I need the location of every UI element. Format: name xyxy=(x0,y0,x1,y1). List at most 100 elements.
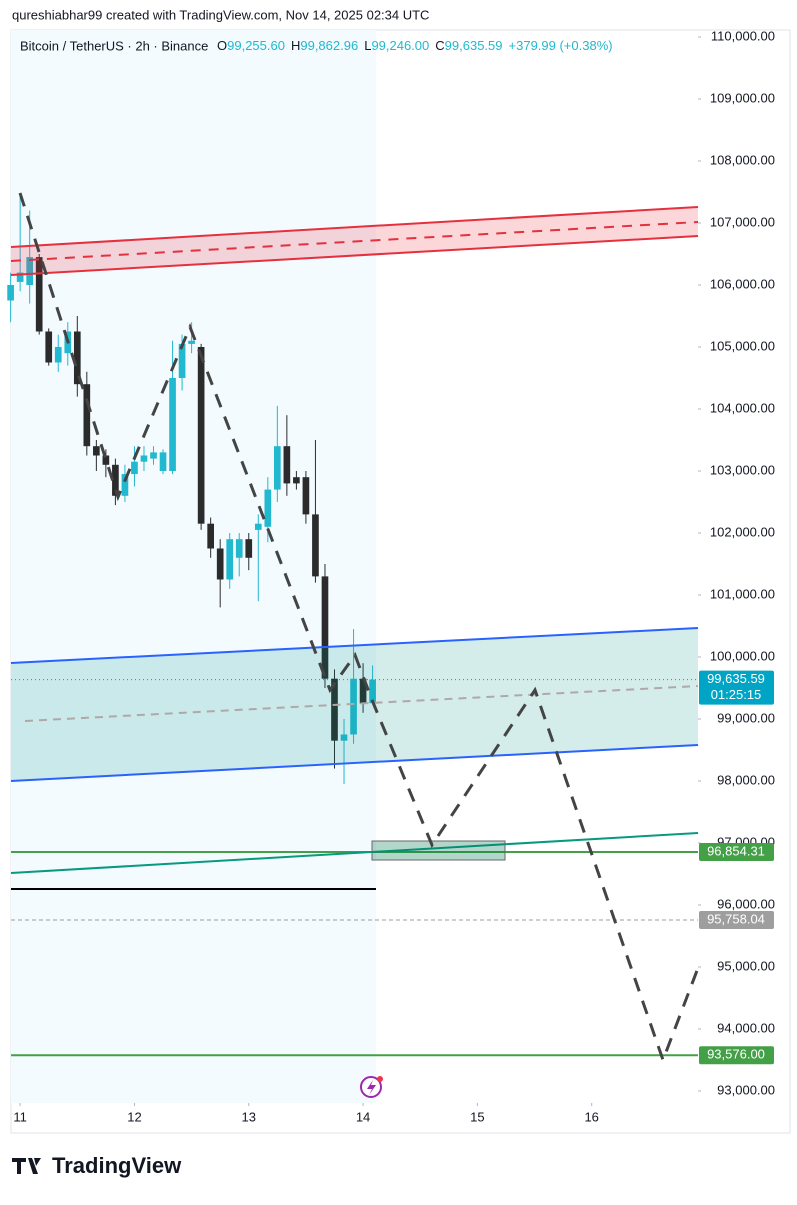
y-tick-label: 109,000.00 xyxy=(710,90,775,105)
y-tick-label: 93,000.00 xyxy=(717,1082,775,1097)
x-tick-label: 12 xyxy=(127,1109,141,1124)
candle-body xyxy=(264,489,272,527)
price-label-box xyxy=(699,1046,774,1065)
candle-body xyxy=(35,257,43,332)
candle-body xyxy=(26,257,33,285)
candle-body xyxy=(140,455,148,462)
y-tick-label: 105,000.00 xyxy=(710,338,775,353)
zone-edge xyxy=(10,235,699,276)
y-tick-label: 107,000.00 xyxy=(710,214,775,229)
y-tick-label: 102,000.00 xyxy=(710,524,775,539)
candle-body xyxy=(121,474,129,496)
header: qureshiabhar99 created with TradingView.… xyxy=(12,7,429,22)
y-tick-label: 101,000.00 xyxy=(710,586,775,601)
channel-edge xyxy=(10,744,699,782)
channel-mid xyxy=(24,685,699,722)
candle-body xyxy=(293,477,300,484)
candle-body xyxy=(83,384,91,447)
candle-body xyxy=(226,539,234,580)
candle-body xyxy=(302,477,310,515)
candle-body xyxy=(235,539,243,558)
event-dot xyxy=(377,1076,383,1082)
y-tick-label: 110,000.00 xyxy=(711,28,775,43)
candle-body xyxy=(245,539,253,558)
event-bolt xyxy=(367,1080,376,1095)
candle-body xyxy=(216,548,224,580)
price-label-box xyxy=(699,843,774,862)
candle-body xyxy=(312,514,319,577)
y-tick-label: 98,000.00 xyxy=(717,772,775,787)
footer-logo: TradingView xyxy=(52,1153,182,1178)
candle-body xyxy=(150,452,157,459)
price-label: 99,635.59 xyxy=(707,671,765,686)
candle-body xyxy=(178,343,186,378)
candle-body xyxy=(131,461,138,475)
trend-line xyxy=(10,832,699,874)
symbol: Bitcoin / TetherUS · 2h · Binance xyxy=(20,38,208,53)
legend-change: +379.99 (+0.38%) xyxy=(509,38,613,53)
candle-body xyxy=(169,377,176,471)
candle-body xyxy=(188,340,195,344)
candle-body xyxy=(331,678,338,741)
y-tick-label: 94,000.00 xyxy=(717,1020,775,1035)
candle-body xyxy=(274,446,281,490)
drawings xyxy=(10,192,700,1098)
legend-value: 99,246.00 xyxy=(371,38,429,53)
price-label-box xyxy=(699,670,774,705)
price-label: 93,576.00 xyxy=(707,1047,765,1062)
zone-mid xyxy=(10,221,699,262)
candle-body xyxy=(7,284,14,301)
price-label: 96,854.31 xyxy=(707,843,765,858)
candle-body xyxy=(321,576,329,679)
legend-key: L xyxy=(364,38,371,53)
legend-key: H xyxy=(291,38,300,53)
legend-key: O xyxy=(217,38,227,53)
y-tick-label: 99,000.00 xyxy=(717,710,775,725)
candle-body xyxy=(207,523,214,549)
candle-body xyxy=(54,346,62,363)
y-tick-label: 103,000.00 xyxy=(710,462,775,477)
target-box xyxy=(371,840,506,861)
candle-body xyxy=(254,523,262,530)
candle-body xyxy=(359,678,367,704)
logo-mark xyxy=(12,1158,41,1174)
candle-body xyxy=(340,734,348,741)
candle-body xyxy=(350,678,357,735)
legend-values: O99,255.60 H99,862.96 L99,246.00 C99,635.59… xyxy=(217,38,613,53)
y-tick-label: 104,000.00 xyxy=(710,400,775,415)
legend: Bitcoin / TetherUS · 2h · Binance O99,25… xyxy=(20,38,613,53)
y-tick-label: 96,000.00 xyxy=(717,896,775,911)
legend-value: 99,862.96 xyxy=(300,38,358,53)
candle-body xyxy=(112,464,119,496)
legend-value: 99,635.59 xyxy=(445,38,503,53)
x-tick-label: 15 xyxy=(470,1109,484,1124)
footer-bg xyxy=(0,1140,797,1200)
y-tick-label: 95,000.00 xyxy=(717,958,775,973)
legend-value: 99,255.60 xyxy=(227,38,285,53)
candle-body xyxy=(369,679,376,704)
x-tick-label: 14 xyxy=(356,1109,370,1124)
y-tick-label: 108,000.00 xyxy=(710,152,775,167)
candle-body xyxy=(102,455,110,465)
price-label: 95,758.04 xyxy=(707,911,765,926)
candle-body xyxy=(73,331,81,385)
zone-edge xyxy=(10,206,699,248)
candle-body xyxy=(159,452,167,471)
projection-path xyxy=(18,192,700,1065)
candle-body xyxy=(93,446,100,456)
y-tick-label: 100,000.00 xyxy=(710,648,775,663)
y-tick-label: 106,000.00 xyxy=(710,276,775,291)
session-bg xyxy=(11,30,376,1103)
channel-edge xyxy=(10,627,699,664)
x-tick-label: 11 xyxy=(13,1109,27,1124)
x-tick-label: 13 xyxy=(242,1109,256,1124)
candle-body xyxy=(45,331,53,363)
price-label-box xyxy=(699,910,774,929)
legend-key: C xyxy=(435,38,444,53)
candle-body xyxy=(16,272,24,282)
candle-body xyxy=(197,346,205,524)
countdown: 01:25:15 xyxy=(711,687,762,702)
x-tick-label: 16 xyxy=(584,1109,598,1124)
